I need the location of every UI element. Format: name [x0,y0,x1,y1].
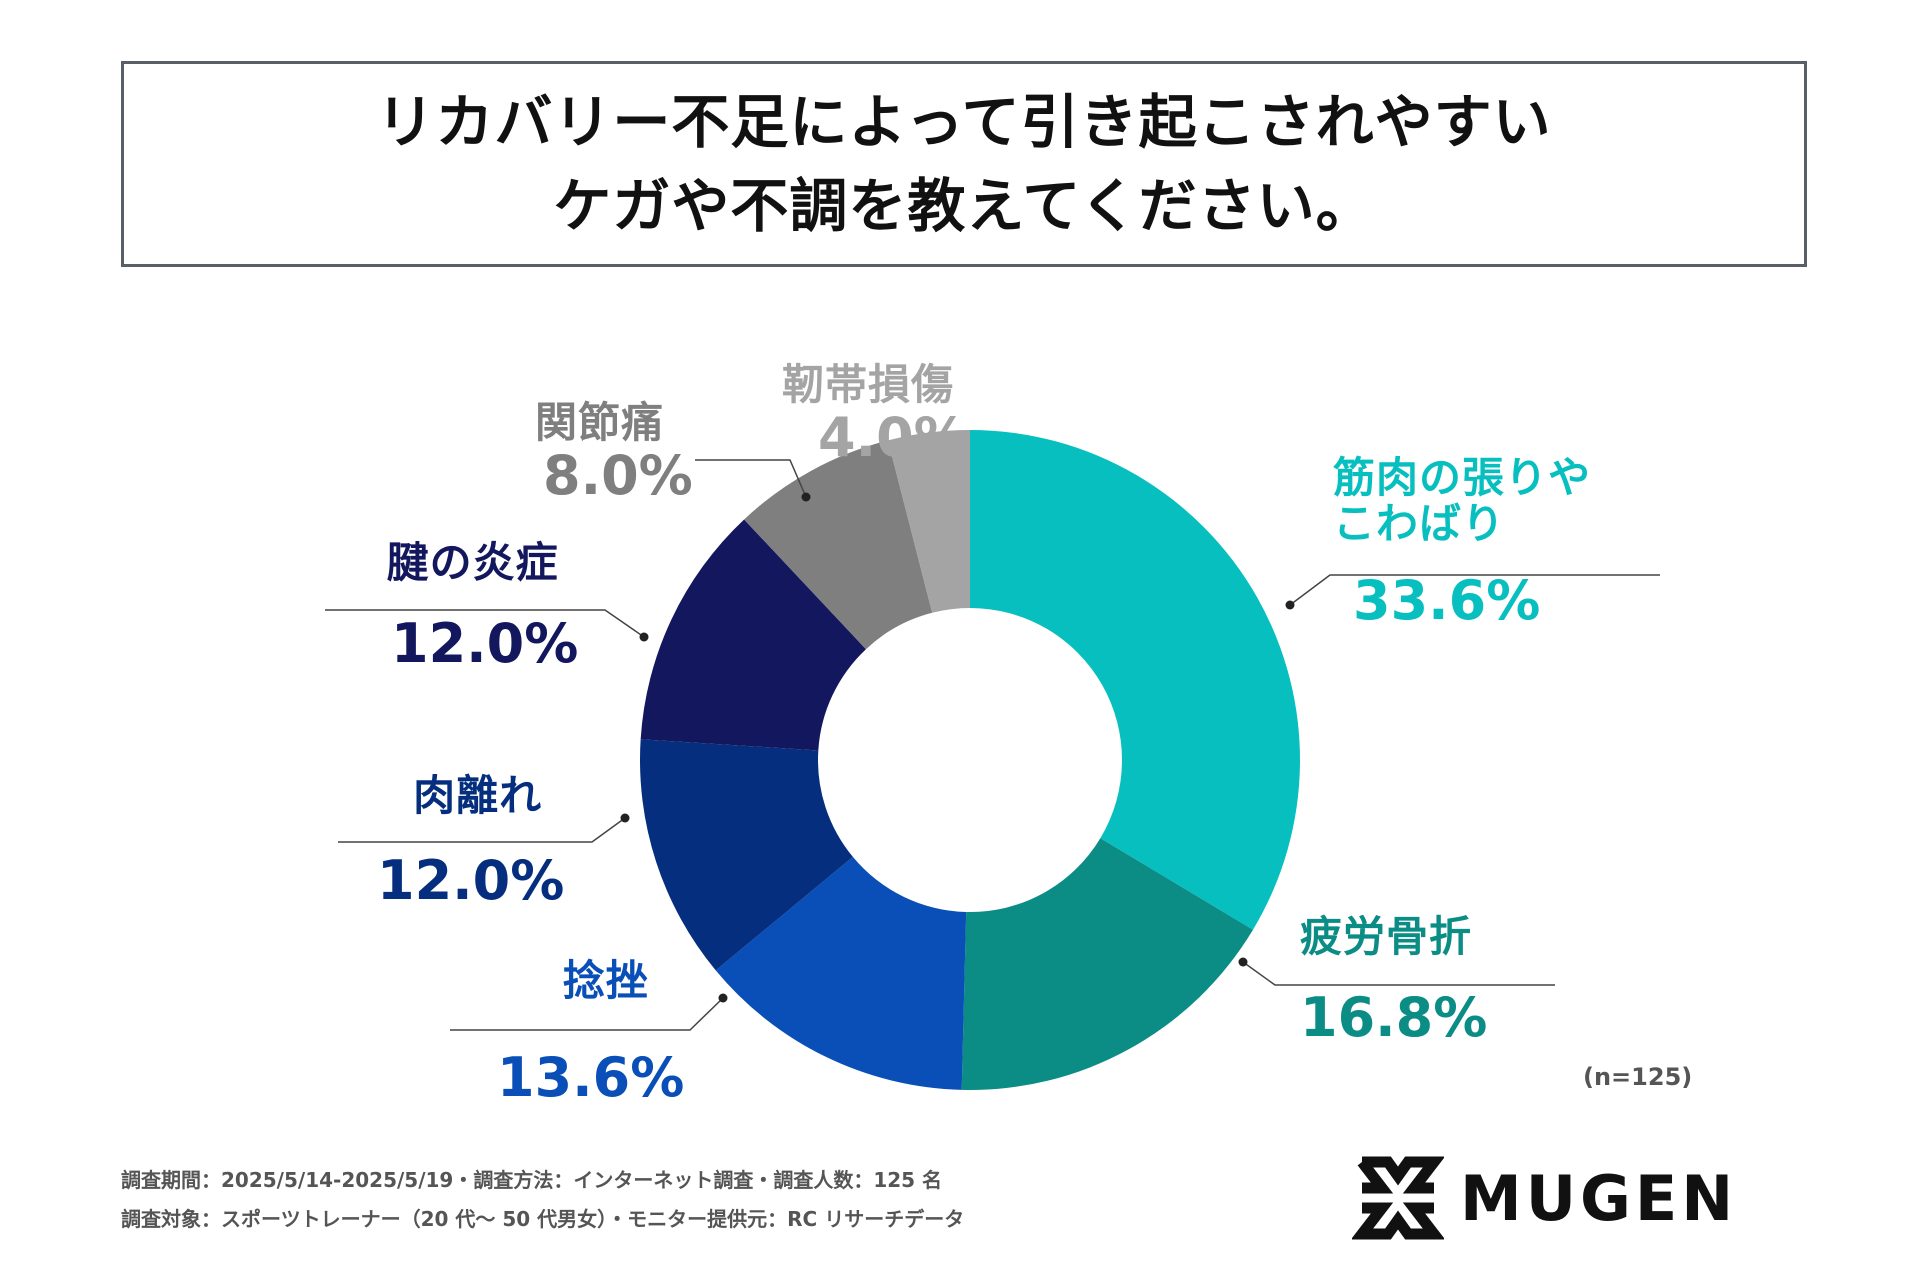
label-muscle-tension: 筋肉の張りや こわばり 33.6% [1333,453,1592,633]
label-stress-fracture: 疲労骨折 16.8% [1300,912,1488,1050]
leader-dot-muscle-strain [620,813,630,823]
leader-dot-stress-fracture [1238,957,1248,967]
slice-ligament-injury [887,430,970,613]
label-name-muscle-tension-1: 筋肉の張りや [1333,453,1592,502]
leader-line-joint-pain [695,459,807,498]
label-pct-sprain: 13.6% [497,1046,685,1110]
donut-slices [640,430,1300,1090]
leader-line-tendinitis [325,609,645,638]
title-line-1: リカバリー不足によって引き起こされやすい [376,88,1552,156]
label-pct-tendinitis: 12.0% [391,612,579,676]
logo-text: MUGEN [1460,1161,1738,1235]
leader-lines [325,459,1660,1031]
mugen-x-logo-icon [1352,1156,1444,1240]
label-pct-muscle-strain: 12.0% [377,849,565,913]
label-pct-stress-fracture: 16.8% [1300,986,1488,1050]
label-name-muscle-tension-2: こわばり [1333,499,1506,549]
footer-survey-target: 調査対象：スポーツトレーナー（20 代～ 50 代男女）・モニター提供元：RC … [121,1207,965,1231]
leader-line-sprain [450,997,724,1031]
label-name-ligament-injury: 靭帯損傷 [782,360,955,409]
leader-line-stress-fracture [1242,961,1555,986]
title-line-2: ケガや不調を教えてください。 [553,172,1375,240]
label-name-stress-fracture: 疲労骨折 [1300,912,1473,961]
footer-survey-period: 調査期間：2025/5/14-2025/5/19・調査方法：インターネット調査・… [121,1168,943,1192]
leader-dot-tendinitis [639,632,649,642]
label-sprain: 捻挫 13.6% [497,956,685,1110]
slice-muscle-tension [970,430,1300,930]
label-pct-ligament-injury: 4.0% [818,406,968,470]
label-name-joint-pain: 関節痛 [535,398,665,447]
slice-tendinitis [640,519,866,751]
mugen-logo: MUGEN [1352,1152,1737,1244]
leader-line-muscle-tension [1289,574,1660,606]
label-name-tendinitis: 腱の炎症 [386,538,559,587]
slice-sprain [715,856,967,1090]
slice-joint-pain [744,440,933,650]
leader-dot-muscle-tension [1285,600,1295,610]
label-ligament-injury: 靭帯損傷 4.0% [782,360,968,470]
title-box: リカバリー不足によって引き起こされやすい ケガや不調を教えてください。 [121,61,1807,267]
label-pct-muscle-tension: 33.6% [1353,569,1541,633]
label-name-sprain: 捻挫 [562,956,649,1005]
label-muscle-strain: 肉離れ 12.0% [377,771,565,913]
label-name-muscle-strain: 肉離れ [413,771,543,820]
slice-muscle-strain [640,739,853,971]
sample-size-note: (n=125) [1583,1063,1693,1091]
label-pct-joint-pain: 8.0% [543,444,693,508]
leader-dot-sprain [718,993,728,1003]
label-joint-pain: 関節痛 8.0% [535,398,693,508]
slice-stress-fracture [961,838,1253,1090]
label-tendinitis: 腱の炎症 12.0% [365,538,579,676]
leader-line-muscle-strain [338,817,626,843]
leader-dot-joint-pain [801,492,811,502]
